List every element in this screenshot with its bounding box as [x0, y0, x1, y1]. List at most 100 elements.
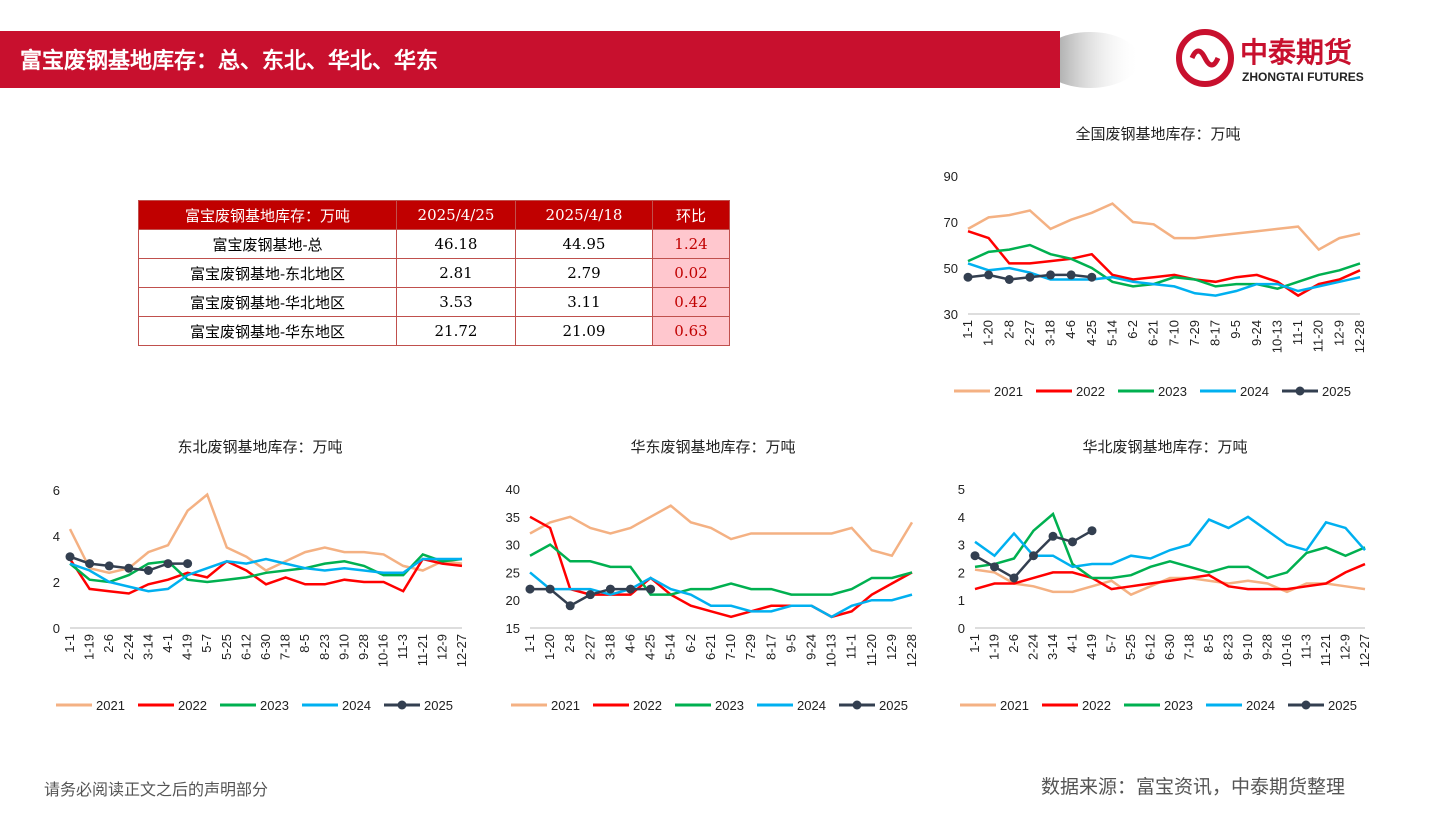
x-tick-label: 12-28	[1352, 320, 1367, 353]
x-tick-label: 3-14	[1045, 634, 1060, 660]
x-tick-label: 12-9	[884, 634, 899, 660]
x-tick-label: 3-18	[1043, 320, 1058, 346]
legend-label: 2023	[260, 698, 289, 713]
series-line	[69, 552, 463, 584]
series-marker	[1087, 272, 1097, 282]
x-tick-label: 9-24	[803, 634, 818, 660]
table-cell: 21.72	[396, 316, 516, 346]
x-tick-label: 8-5	[297, 634, 312, 653]
legend-label: 2025	[424, 698, 453, 713]
x-tick-label: 11-3	[395, 634, 410, 659]
legend-label: 2023	[1158, 384, 1187, 399]
x-tick-label: 4-1	[1065, 634, 1080, 653]
legend-label: 2025	[1322, 384, 1351, 399]
x-tick-label: 1-1	[62, 634, 77, 653]
series-marker	[990, 562, 999, 572]
legend-label: 2022	[1076, 384, 1105, 399]
x-tick-label: 1-1	[522, 634, 537, 653]
y-tick-label: 5	[958, 482, 965, 497]
y-tick-label: 70	[944, 215, 958, 230]
x-tick-label: 2-8	[562, 634, 577, 653]
series-marker	[104, 561, 114, 571]
x-tick-label: 2-27	[1022, 320, 1037, 346]
series-line	[974, 568, 1366, 597]
y-tick-label: 0	[53, 621, 60, 636]
x-tick-label: 4-6	[623, 634, 638, 653]
series-line	[974, 515, 1366, 569]
legend-label: 2025	[1328, 698, 1357, 713]
x-tick-label: 4-25	[643, 634, 658, 660]
row-label: 富宝废钢基地-总	[138, 229, 397, 259]
x-tick-label: 9-5	[783, 634, 798, 653]
legend-label: 2025	[879, 698, 908, 713]
x-tick-label: 1-1	[960, 320, 975, 339]
x-tick-label: 10-13	[824, 634, 839, 667]
x-tick-label: 2-8	[1001, 320, 1016, 339]
y-tick-label: 2	[958, 565, 965, 580]
x-tick-label: 6-21	[703, 634, 718, 660]
header-bar	[0, 31, 1060, 88]
x-tick-label: 11-20	[864, 634, 879, 666]
chart-title: 华北废钢基地库存：万吨	[1082, 439, 1247, 456]
x-tick-label: 9-24	[1249, 320, 1264, 346]
y-tick-label: 20	[506, 593, 520, 608]
chart-title: 全国废钢基地库存：万吨	[1075, 125, 1240, 143]
legend-swatch	[1295, 386, 1305, 396]
x-tick-label: 9-10	[336, 634, 351, 660]
x-tick-label: 5-7	[1104, 634, 1119, 653]
series-marker	[1025, 272, 1035, 282]
x-tick-label: 6-2	[1125, 320, 1140, 339]
series-marker	[1029, 551, 1038, 561]
x-tick-label: 11-1	[1290, 320, 1305, 345]
x-tick-label: 6-30	[1162, 634, 1177, 660]
chart-title: 东北废钢基地库存：万吨	[177, 439, 342, 456]
x-tick-label: 2-24	[121, 634, 136, 660]
series-marker	[545, 584, 555, 594]
series-marker	[1048, 531, 1058, 541]
series-line	[68, 492, 463, 575]
series-marker	[183, 559, 193, 569]
x-tick-label: 8-17	[763, 634, 778, 660]
series-line	[967, 262, 1361, 297]
y-tick-label: 30	[944, 307, 958, 322]
series-marker	[605, 584, 615, 594]
x-tick-label: 7-18	[278, 634, 293, 660]
series-marker	[963, 272, 973, 282]
source: 数据来源：富宝资讯，中泰期货整理	[1041, 776, 1345, 798]
x-tick-label: 6-12	[1143, 634, 1158, 660]
series-marker	[970, 551, 980, 561]
x-tick-label: 2-6	[1006, 634, 1021, 653]
series-marker	[1068, 537, 1077, 547]
table-header: 环比	[652, 200, 730, 230]
legend-label: 2024	[797, 698, 826, 713]
series-marker	[585, 590, 595, 600]
x-tick-label: 6-30	[258, 634, 273, 660]
table-header: 2025/4/25	[396, 200, 516, 230]
header-shadow	[1040, 32, 1140, 88]
table-cell: 3.53	[396, 287, 516, 317]
x-tick-label: 9-10	[1240, 634, 1255, 660]
x-tick-label: 8-17	[1208, 320, 1223, 346]
x-tick-label: 12-9	[1331, 320, 1346, 346]
row-label: 富宝废钢基地-华东地区	[138, 316, 397, 346]
series-marker	[85, 559, 95, 569]
table-cell: 2.81	[396, 258, 516, 288]
y-tick-label: 30	[506, 538, 520, 553]
chart-title: 华东废钢基地库存：万吨	[630, 439, 795, 456]
x-tick-label: 1-20	[981, 320, 996, 346]
x-tick-label: 9-28	[356, 634, 371, 660]
series-line	[974, 562, 1366, 591]
x-tick-label: 2-27	[582, 634, 597, 660]
series-marker	[124, 563, 134, 573]
series-line	[529, 571, 913, 619]
x-tick-label: 12-27	[1357, 634, 1372, 667]
x-tick-label: 6-12	[238, 634, 253, 660]
y-tick-label: 15	[506, 621, 520, 636]
series-marker	[1009, 573, 1019, 583]
table-header: 富宝废钢基地库存：万吨	[138, 200, 397, 230]
legend-label: 2021	[96, 698, 125, 713]
x-tick-label: 12-28	[904, 634, 919, 667]
y-tick-label: 6	[53, 483, 60, 498]
series-line	[69, 557, 462, 593]
